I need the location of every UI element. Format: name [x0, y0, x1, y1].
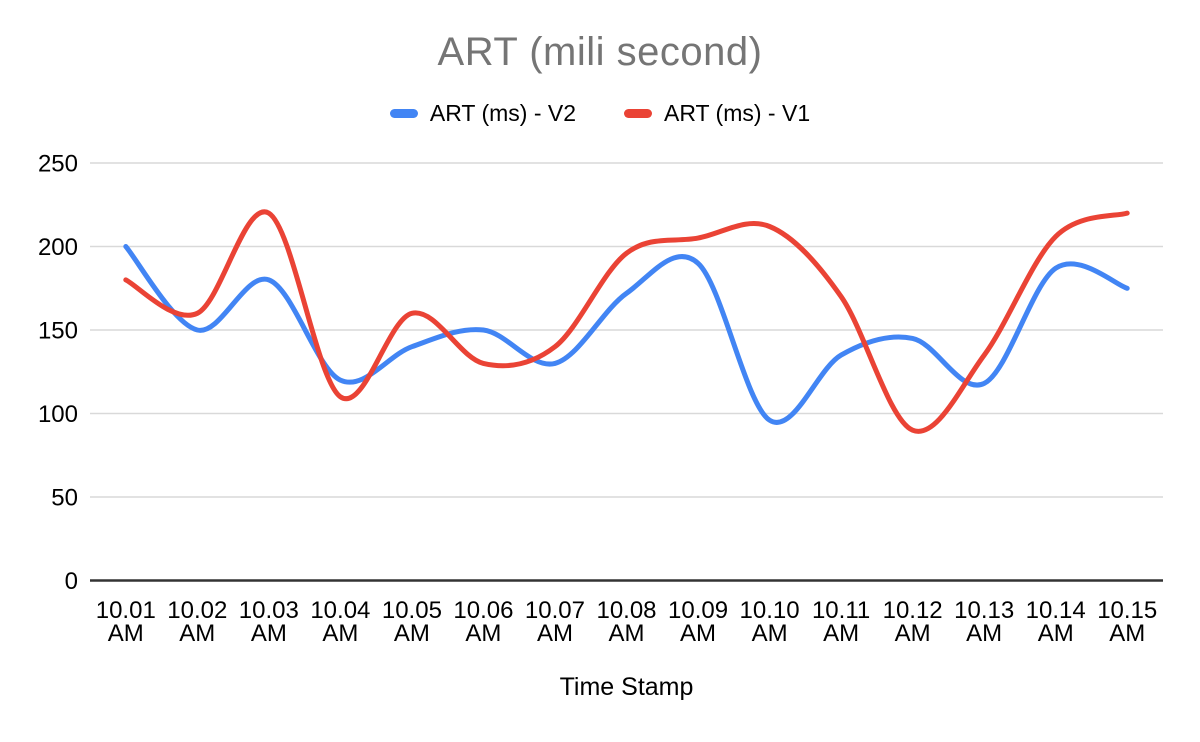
legend-swatch-v2-icon [389, 109, 418, 118]
y-tick-label-150: 150 [38, 318, 78, 345]
legend-label-v2: ART (ms) - V2 [429, 100, 576, 126]
y-tick-label-200: 200 [38, 234, 78, 261]
x-tick-label-1: 10.01 AM [96, 597, 156, 647]
x-axis-title: Time Stamp [559, 673, 694, 701]
y-tick-label-50: 50 [51, 485, 78, 512]
legend-item-art-ms-v1: ART (ms) - V1 [624, 100, 810, 127]
x-tick-label-15: 10.15 AM [1097, 597, 1157, 647]
x-tick-label-4: 10.04 AM [310, 597, 370, 647]
x-tick-label-14: 10.14 AM [1026, 597, 1086, 647]
x-tick-label-7: 10.07 AM [525, 597, 585, 647]
y-tick-label-100: 100 [38, 401, 78, 428]
x-tick-label-9: 10.09 AM [668, 597, 728, 647]
x-tick-label-13: 10.13 AM [954, 597, 1014, 647]
x-tick-label-12: 10.12 AM [883, 597, 943, 647]
legend-swatch-v1-icon [624, 109, 652, 118]
x-tick-label-6: 10.06 AM [453, 597, 513, 647]
chart-legend: ART (ms) - V2 ART (ms) - V1 [0, 100, 1200, 127]
x-tick-label-5: 10.05 AM [382, 597, 442, 647]
x-tick-label-8: 10.08 AM [596, 597, 656, 647]
x-tick-label-11: 10.11 AM [812, 597, 870, 647]
legend-label-v1: ART (ms) - V1 [664, 100, 811, 126]
series-line-art-ms-v1 [123, 209, 1130, 434]
chart-title: ART (mili second) [437, 30, 763, 74]
x-tick-label-2: 10.02 AM [167, 597, 227, 647]
y-tick-label-250: 250 [38, 151, 78, 178]
x-tick-label-10: 10.10 AM [740, 597, 800, 647]
x-tick-label-3: 10.03 AM [239, 597, 299, 647]
legend-item-art-ms-v2: ART (ms) - V2 [389, 100, 576, 127]
y-tick-label-0: 0 [65, 568, 78, 595]
series-line-art-ms-v2 [123, 244, 1130, 425]
